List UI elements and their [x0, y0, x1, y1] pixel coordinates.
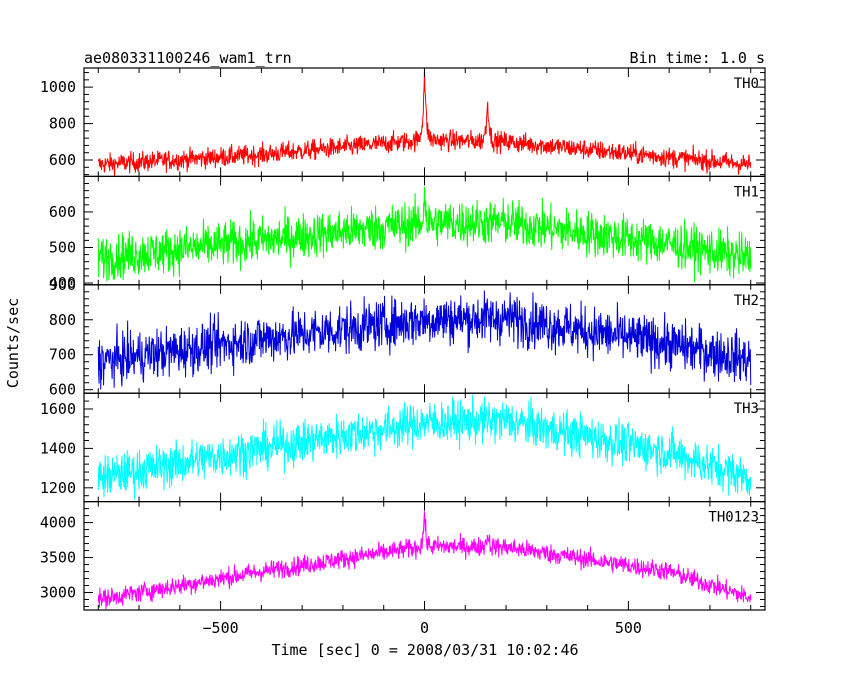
x-tick-label: 500 [615, 619, 642, 637]
y-tick-label: 3000 [40, 584, 76, 602]
panel-label-TH0123: TH0123 [708, 510, 759, 526]
y-tick-label: 1600 [40, 400, 76, 418]
y-tick-label: 1000 [40, 78, 76, 96]
chart-title-right: Bin time: 1.0 s [630, 49, 765, 67]
panel-label-TH0: TH0 [734, 76, 759, 92]
y-tick-label: 600 [49, 203, 76, 221]
y-tick-label: 1200 [40, 479, 76, 497]
panels-group: TH0 600 800 1000 TH1 400 500 600 TH2 600 700 800 900… [40, 67, 766, 637]
y-tick-label: 3500 [40, 549, 76, 567]
series-TH3 [97, 394, 752, 500]
y-tick-label: 900 [49, 276, 76, 294]
y-tick-label: 500 [49, 238, 76, 256]
y-tick-label: 800 [49, 311, 76, 329]
panel-label-TH3: TH3 [734, 401, 759, 417]
chart-title-left: ae080331100246_wam1_trn [84, 49, 292, 67]
y-tick-label: 400 [49, 274, 76, 292]
series-TH2 [97, 290, 752, 390]
y-tick-label: 1400 [40, 439, 76, 457]
y-tick-label: 700 [49, 346, 76, 364]
y-tick-label: 600 [49, 381, 76, 399]
panel-label-TH2: TH2 [734, 293, 759, 309]
series-TH0 [97, 68, 752, 177]
y-tick-label: 600 [49, 151, 76, 169]
x-axis-label: Time [sec] 0 = 2008/03/31 10:02:46 [271, 641, 578, 659]
y-tick-label: 4000 [40, 514, 76, 532]
x-tick-label: −500 [203, 619, 239, 637]
y-tick-label: 800 [49, 115, 76, 133]
x-tick-label: 0 [420, 619, 429, 637]
y-axis-label: Counts/sec [4, 298, 22, 388]
panel-label-TH1: TH1 [734, 184, 759, 200]
series-TH1 [97, 187, 752, 283]
series-TH0123 [97, 511, 752, 610]
